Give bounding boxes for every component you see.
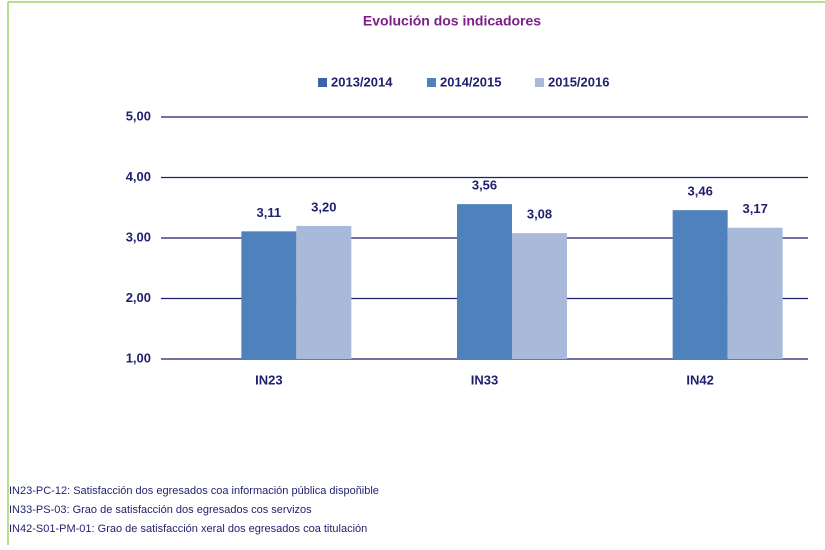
- bar: [457, 204, 512, 359]
- y-tick-label: 3,00: [126, 229, 151, 244]
- legend-swatch: [535, 78, 544, 87]
- legend-swatch: [318, 78, 327, 87]
- footnote: IN33-PS-03: Grao de satisfacción dos egr…: [9, 504, 312, 516]
- value-label: 3,08: [527, 207, 552, 222]
- chart-title: Evolución dos indicadores: [363, 13, 541, 29]
- value-label: 3,20: [311, 199, 336, 214]
- value-label: 3,17: [743, 201, 768, 216]
- bar: [727, 227, 783, 359]
- x-tick-label: IN23: [255, 372, 282, 387]
- footnote: IN42-S01-PM-01: Grao de satisfacción xer…: [9, 523, 367, 535]
- legend-label: 2013/2014: [331, 74, 393, 89]
- legend-label: 2014/2015: [440, 74, 501, 89]
- bar: [241, 231, 297, 359]
- footnote: IN23-PC-12: Satisfacción dos egresados c…: [9, 485, 379, 497]
- value-label: 3,56: [472, 178, 497, 193]
- y-tick-label: 2,00: [126, 290, 151, 305]
- y-tick-label: 4,00: [126, 169, 151, 184]
- y-tick-label: 1,00: [126, 350, 151, 365]
- legend-swatch: [427, 78, 436, 87]
- y-tick-label: 5,00: [126, 108, 151, 123]
- bar: [672, 210, 728, 359]
- bar: [512, 233, 567, 359]
- x-tick-label: IN33: [471, 372, 498, 387]
- value-label: 3,46: [688, 184, 713, 199]
- value-label: 3,11: [257, 205, 282, 220]
- x-tick-label: IN42: [686, 372, 713, 387]
- legend-label: 2015/2016: [548, 74, 609, 89]
- bar: [296, 225, 352, 359]
